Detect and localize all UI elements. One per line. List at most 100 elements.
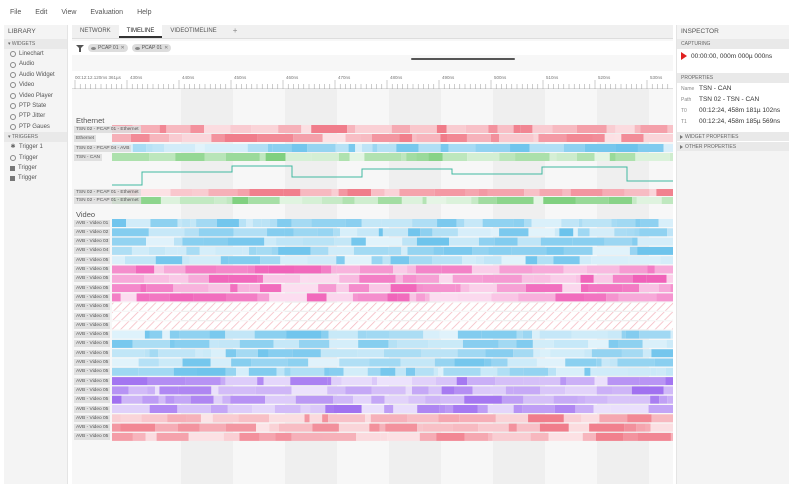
lane-segment[interactable] [247,265,255,274]
lane-segment[interactable] [388,246,402,255]
lane-segment[interactable] [280,256,308,265]
lane-segment[interactable] [518,293,556,302]
lane-segment[interactable] [189,256,221,265]
lane-segment[interactable] [338,189,348,196]
filter-chip[interactable]: PCAP 01 ✕ [88,44,128,52]
lane-segment[interactable] [291,144,308,152]
lane-segment[interactable] [442,153,468,161]
lane-segment[interactable] [351,237,366,246]
lane-segment[interactable] [393,265,408,274]
lane-segment[interactable] [130,134,150,142]
lane-segment[interactable] [434,358,455,367]
lane-segment[interactable] [483,256,502,265]
lane-segment[interactable] [259,432,276,441]
lane-segment[interactable] [492,432,531,441]
lane-segment[interactable] [627,414,652,423]
lane-segment[interactable] [264,237,277,246]
lane-segment[interactable] [248,197,280,204]
lane-segment[interactable] [612,386,632,395]
lane-segment[interactable] [513,219,524,227]
lane-segment[interactable] [128,386,148,395]
lane-segment[interactable] [190,125,205,133]
lane-segment[interactable] [420,228,433,237]
lane-segment[interactable] [490,134,500,142]
lane-segment[interactable] [359,274,396,283]
lane-segment[interactable] [406,153,417,161]
lane-segment[interactable] [425,395,441,404]
lane-segment[interactable] [467,153,500,161]
lane-segment[interactable] [222,395,231,404]
lane-segment[interactable] [412,134,417,142]
lane-segment[interactable] [525,256,538,265]
lane-segment[interactable] [309,414,323,423]
lane-segment[interactable] [124,256,156,265]
lane-segment[interactable] [632,197,637,204]
lane-segment[interactable] [331,377,342,386]
lane-segment[interactable] [496,284,526,293]
lane-segment[interactable] [185,265,217,274]
lane-segment[interactable] [484,358,492,367]
lane-segment[interactable] [415,265,442,274]
lane-segment[interactable] [347,189,372,196]
lane-segment[interactable] [513,386,541,395]
lane-segment[interactable] [499,228,529,237]
lane-segment[interactable] [218,339,240,348]
lane-segment[interactable] [311,125,348,133]
lane-segment[interactable] [654,358,673,367]
tab-videotimeline[interactable]: VIDEOTIMELINE [170,28,217,34]
lane-segment[interactable] [357,330,367,339]
lane-segment[interactable] [639,330,671,339]
lane-segment[interactable] [412,377,436,386]
lane-segment[interactable] [485,349,514,358]
lane-segment[interactable] [112,405,150,413]
lane-segment[interactable] [150,219,178,227]
lane-segment[interactable] [177,423,200,432]
lane-segment[interactable] [279,197,303,204]
lane-segment[interactable] [260,256,281,265]
lane-segment[interactable] [362,144,373,152]
lane-segment[interactable] [265,153,286,161]
lane-segment[interactable] [441,386,455,395]
lane-segment[interactable] [334,237,352,246]
lane-segment[interactable] [495,414,529,423]
lane-segment[interactable] [584,144,616,152]
lane-segment[interactable] [278,125,302,133]
lane-segment[interactable] [165,246,178,255]
lane-segment[interactable] [559,228,574,237]
lane-segment[interactable] [225,367,237,376]
lane-segment[interactable] [629,395,651,404]
lane-segment[interactable] [639,228,668,237]
lane-segment[interactable] [516,423,540,432]
lane-segment[interactable] [377,144,397,152]
lane-segment[interactable] [322,134,346,142]
lane-segment[interactable] [540,237,573,246]
lane-segment[interactable] [480,367,498,376]
lane-segment[interactable] [607,395,630,404]
lane-segment[interactable] [632,274,647,283]
lane-segment[interactable] [158,395,166,404]
lane-segment[interactable] [625,330,640,339]
lane-segment[interactable] [267,228,285,237]
lane-segment[interactable] [477,405,488,413]
widget-item[interactable]: Video Player [4,91,67,101]
lane-segment[interactable] [670,330,673,339]
lane-segment[interactable] [478,237,495,246]
lane-segment[interactable] [457,330,482,339]
lane-segment[interactable] [245,219,253,227]
lane-segment[interactable] [233,228,268,237]
lane-segment[interactable] [144,349,150,358]
lane-segment[interactable] [409,293,417,302]
lane-segment[interactable] [225,377,258,386]
lane-segment[interactable] [126,219,151,227]
lane-segment[interactable] [525,284,563,293]
lane-segment[interactable] [572,237,605,246]
lane-segment[interactable] [593,405,611,413]
lane-segment[interactable] [226,197,233,204]
lane-segment[interactable] [333,228,341,237]
lane-segment[interactable] [259,153,266,161]
lane-segment[interactable] [579,256,592,265]
lane-segment[interactable] [307,256,337,265]
lane-segment[interactable] [533,274,551,283]
lane-segment[interactable] [147,386,155,395]
lane-segment[interactable] [333,405,362,413]
